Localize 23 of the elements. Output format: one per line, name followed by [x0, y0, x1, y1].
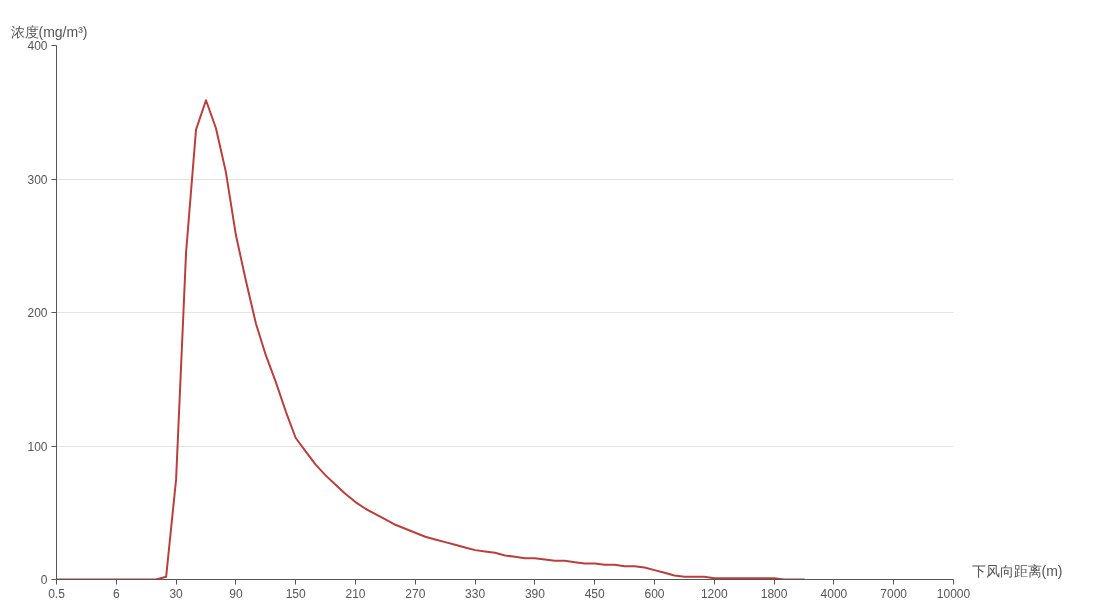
x-tick-label: 600 [644, 586, 665, 601]
x-tick-label: 7000 [880, 586, 908, 601]
x-tick-label: 6 [112, 586, 120, 601]
x-tick-label: 4000 [820, 586, 848, 601]
x-tick-label: 270 [405, 586, 426, 601]
x-tick-label: 210 [345, 586, 366, 601]
x-tick-label: 330 [465, 586, 486, 601]
x-axis-title: 下风向距离(m) [971, 562, 1063, 579]
x-tick-label: 0.5 [48, 586, 66, 601]
y-tick-label: 100 [27, 439, 48, 454]
y-axis-title: 浓度(mg/m³) [10, 23, 88, 40]
y-tick-label: 400 [27, 39, 48, 53]
x-tick-label: 1800 [760, 586, 788, 601]
x-tick-label: 30 [169, 586, 184, 601]
y-tick-label: 200 [27, 306, 48, 320]
x-tick-label: 450 [584, 586, 606, 601]
x-tick-label: 90 [229, 586, 243, 601]
x-tick-label: 1200 [700, 586, 728, 601]
y-tick-label: 0 [40, 573, 48, 587]
x-tick-label: 10000 [936, 586, 971, 601]
x-tick-label: 390 [524, 586, 546, 601]
y-tick-label: 300 [27, 172, 48, 187]
x-tick-label: 150 [285, 586, 307, 601]
